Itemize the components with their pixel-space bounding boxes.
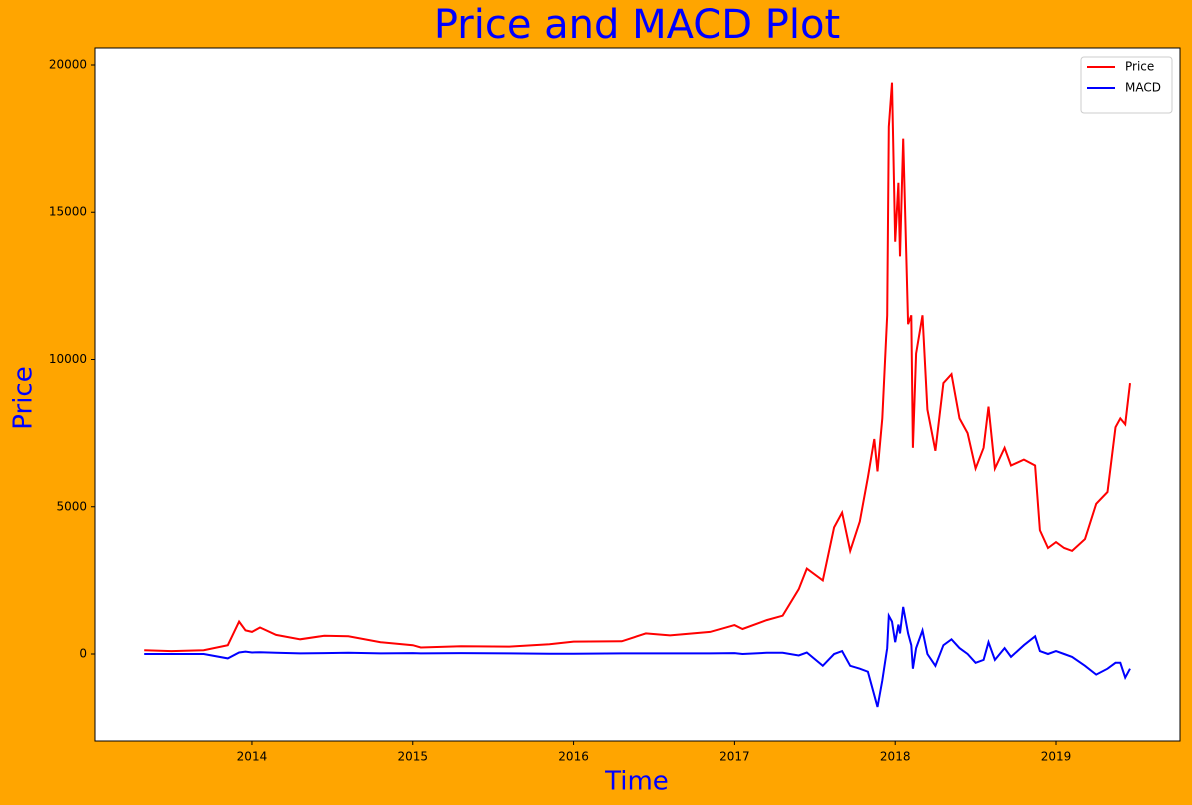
y-tick-label: 0 [79,647,87,661]
chart-title: Price and MACD Plot [434,2,840,48]
legend-label: MACD [1125,81,1161,95]
y-tick-label: 10000 [49,352,87,366]
x-tick-label: 2017 [719,750,750,764]
line [144,82,1131,653]
x-axis-label: Time [604,767,669,797]
x-tick-label: 2019 [1041,750,1072,764]
legend-label: Price [1125,60,1154,74]
x-tick-label: 2015 [397,750,428,764]
plot-area [94,47,1181,742]
x-tick-label: 2018 [880,750,911,764]
y-axis-label: Price [9,366,39,429]
line [144,606,1131,708]
x-tick-label: 2014 [237,750,268,764]
y-tick-label: 15000 [49,205,87,219]
y-tick-label: 5000 [56,499,87,513]
x-tick-label: 2016 [558,750,589,764]
legend-box [1080,56,1173,114]
y-tick-label: 20000 [49,57,87,71]
